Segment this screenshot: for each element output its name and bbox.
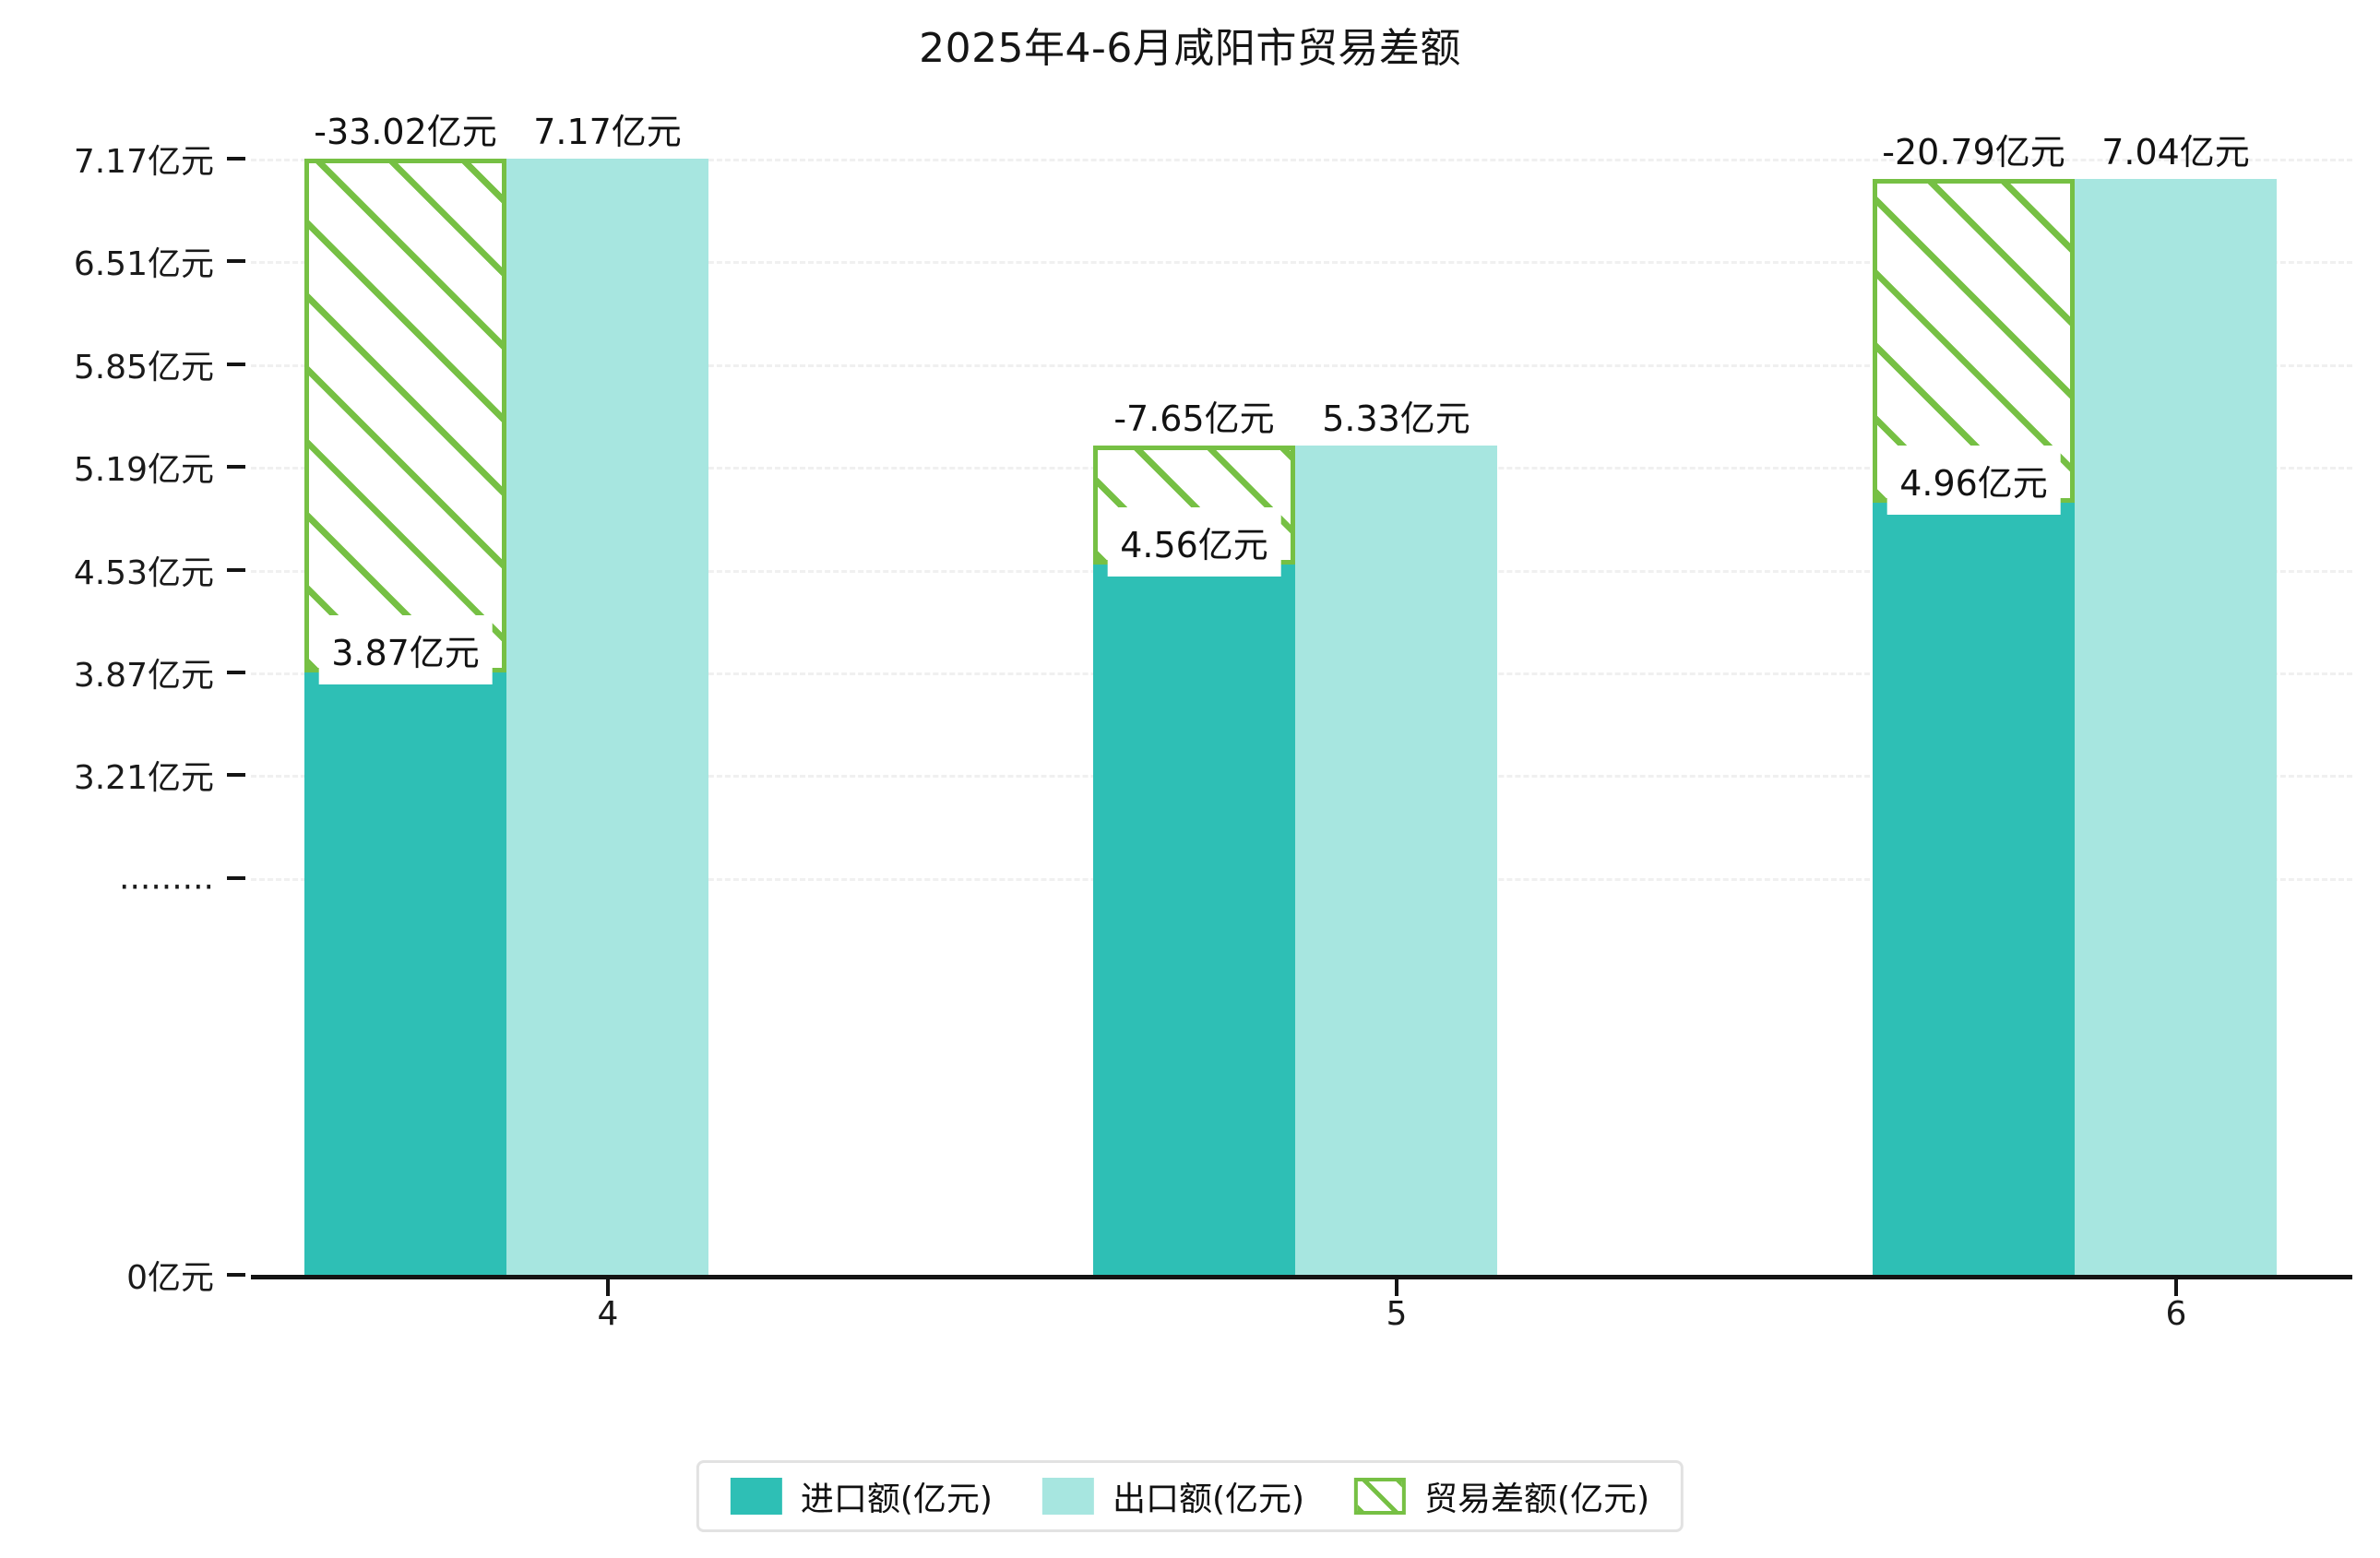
x-axis-tick-mark bbox=[1395, 1279, 1398, 1296]
data-label-export: 7.04亿元 bbox=[2101, 131, 2250, 172]
chart-legend: 进口额(亿元) 出口额(亿元) 贸易差额(亿元) bbox=[696, 1460, 1684, 1532]
y-axis-tick-mark bbox=[227, 157, 245, 161]
bar-trade-balance[interactable] bbox=[304, 159, 506, 672]
y-axis-tick-label: 4.53亿元 bbox=[73, 553, 214, 592]
y-axis-tick-label: 5.85亿元 bbox=[73, 348, 214, 387]
hatched-swatch-icon bbox=[1354, 1478, 1407, 1515]
bar-import[interactable] bbox=[1873, 502, 2075, 1275]
legend-item-label: 进口额(亿元) bbox=[800, 1481, 993, 1518]
x-axis-tick-mark bbox=[606, 1279, 610, 1296]
legend-item-import[interactable]: 进口额(亿元) bbox=[730, 1472, 993, 1520]
y-axis-tick-mark bbox=[227, 670, 245, 674]
chart-title: 2025年4-6月咸阳市贸易差额 bbox=[919, 25, 1461, 72]
y-axis-tick-mark bbox=[227, 1273, 245, 1277]
legend-item-label: 贸易差额(亿元) bbox=[1424, 1481, 1650, 1518]
gridline bbox=[251, 261, 2352, 265]
x-axis-line bbox=[251, 1275, 2352, 1279]
bar-export[interactable] bbox=[1295, 445, 1497, 1275]
y-axis-tick-mark bbox=[227, 773, 245, 778]
y-axis-tick-mark bbox=[227, 875, 245, 880]
data-label-import: 3.87亿元 bbox=[318, 614, 493, 684]
legend-item-export[interactable]: 出口额(亿元) bbox=[1041, 1472, 1305, 1520]
x-axis-tick-label: 6 bbox=[2165, 1295, 2187, 1333]
y-axis-tick-label: 7.17亿元 bbox=[73, 143, 214, 181]
data-label-trade-balance: -33.02亿元 bbox=[314, 112, 497, 152]
x-axis-tick-label: 4 bbox=[597, 1295, 619, 1333]
y-axis-tick-label: 0亿元 bbox=[126, 1259, 214, 1297]
y-axis-tick-mark bbox=[227, 465, 245, 470]
bar-export[interactable] bbox=[2075, 178, 2277, 1275]
data-label-trade-balance: -20.79亿元 bbox=[1882, 131, 2065, 172]
y-axis-tick-label: 5.19亿元 bbox=[73, 451, 214, 490]
y-axis-tick-label: 6.51亿元 bbox=[73, 245, 214, 284]
bar-export[interactable] bbox=[506, 159, 708, 1275]
legend-item-balance[interactable]: 贸易差额(亿元) bbox=[1354, 1472, 1649, 1520]
data-label-export: 7.17亿元 bbox=[533, 112, 682, 152]
y-axis-tick-mark bbox=[227, 362, 245, 366]
legend-item-label: 出口额(亿元) bbox=[1112, 1481, 1305, 1518]
data-label-import: 4.96亿元 bbox=[1886, 445, 2061, 515]
data-label-import: 4.56亿元 bbox=[1107, 507, 1281, 577]
square-swatch-icon bbox=[730, 1478, 782, 1515]
gridline bbox=[251, 363, 2352, 367]
bar-import[interactable] bbox=[1093, 565, 1295, 1275]
y-axis-tick-label: 3.21亿元 bbox=[73, 759, 214, 798]
y-axis-tick-label: 3.87亿元 bbox=[73, 656, 214, 695]
square-swatch-icon bbox=[1041, 1478, 1094, 1515]
x-axis-tick-mark bbox=[2174, 1279, 2178, 1296]
data-label-trade-balance: -7.65亿元 bbox=[1113, 398, 1275, 439]
y-axis-tick-label: ......... bbox=[119, 859, 214, 898]
data-label-export: 5.33亿元 bbox=[1322, 398, 1470, 439]
y-axis-tick-mark bbox=[227, 567, 245, 572]
gridline bbox=[251, 159, 2352, 161]
y-axis-tick-mark bbox=[227, 259, 245, 264]
bar-import[interactable] bbox=[304, 672, 506, 1275]
x-axis-tick-label: 5 bbox=[1386, 1295, 1408, 1333]
